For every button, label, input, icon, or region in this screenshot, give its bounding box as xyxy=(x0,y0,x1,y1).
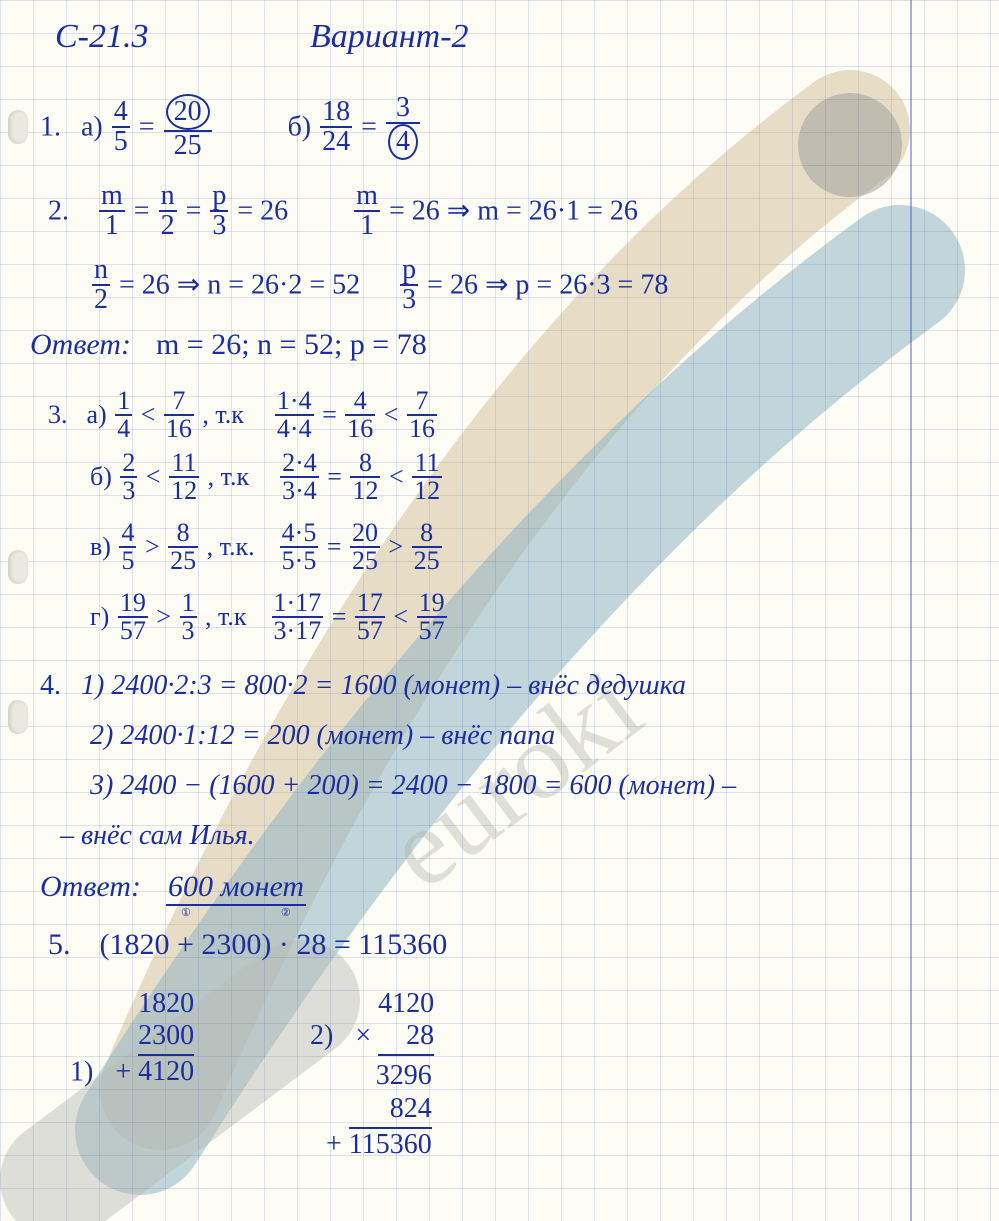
problem-number: 4. xyxy=(40,670,61,701)
subpart-label: а) xyxy=(81,112,103,143)
problem-4-line1: 4. 1) 2400·2:3 = 800·2 = 1600 (монет) – … xyxy=(40,670,686,702)
answer-text: m = 26; n = 52; p = 78 xyxy=(156,328,427,361)
step-marker-icon: ② xyxy=(281,908,291,919)
equals: = xyxy=(322,400,337,429)
worksheet-code: С-21.3 xyxy=(55,18,149,56)
subpart-label: б) xyxy=(288,112,312,143)
problem-4-line3: 3) 2400 − (1600 + 200) = 2400 − 1800 = 6… xyxy=(90,770,736,802)
value: 26 xyxy=(260,195,288,226)
comparison-op: < xyxy=(146,462,161,491)
addend: 2300 xyxy=(138,1020,194,1052)
partial-product: 824 xyxy=(349,1093,432,1125)
problem-2-line1: 2. m1 = n2 = p3 = 26 m1 = 26 ⇒ m = 26·1 … xyxy=(48,184,638,242)
answer-text: 600 монет xyxy=(166,870,306,906)
problem-3a: 3. а) 14 < 716 , т.к 1·44·4 = 416 < 716 xyxy=(48,390,439,444)
problem-2-answer: Ответ: m = 26; n = 52; p = 78 xyxy=(30,328,427,362)
problem-4-line4: – внёс сам Илья. xyxy=(60,820,255,852)
circled-answer: 20 xyxy=(166,94,210,130)
answer-label: Ответ: xyxy=(30,328,131,361)
fraction: 3 4 xyxy=(386,94,420,160)
operator: + xyxy=(177,928,194,961)
comparison-op: > xyxy=(389,532,404,561)
work-step: 1) 2400·2:3 = 800·2 = 1600 (монет) – внё… xyxy=(81,670,686,701)
problem-3d: г) 1957 > 13 , т.к 1·173·17 = 1757 < 195… xyxy=(90,592,449,646)
multiplier: 28 xyxy=(378,1020,434,1052)
partial-product: 3296 xyxy=(349,1060,432,1092)
operator: × xyxy=(355,1020,371,1051)
fraction: 4 5 xyxy=(112,98,130,156)
comparison-op: < xyxy=(393,602,408,631)
comparison-op: < xyxy=(384,400,399,429)
problem-3b: б) 23 < 1112 , т.к 2·43·4 = 812 < 1112 xyxy=(90,452,444,506)
problem-5-col2: 2) × 4120 28 + 3296 824 115360 xyxy=(310,988,434,1161)
subpart-label: в) xyxy=(90,532,111,561)
equals: = xyxy=(139,112,155,143)
operator: · xyxy=(279,928,289,961)
step-marker-icon: ① xyxy=(181,908,191,919)
derivation: = 26 ⇒ n = 26·2 = 52 xyxy=(119,269,360,300)
subpart-label: г) xyxy=(90,602,109,631)
expr-part: 28 = 115360 xyxy=(296,928,447,961)
problem-1: 1. а) 4 5 = 20 25 б) 18 24 = 3 4 xyxy=(40,96,422,162)
problem-2-line2: n2 = 26 ⇒ n = 26·2 = 52 p3 = 26 ⇒ p = 26… xyxy=(90,258,668,316)
sum: 4120 xyxy=(138,1056,194,1088)
step-tag: 2) xyxy=(310,1020,333,1051)
handwritten-content: С-21.3 Вариант-2 1. а) 4 5 = 20 25 б) 18… xyxy=(0,0,999,1221)
problem-3c: в) 45 > 825 , т.к. 4·55·5 = 2025 > 825 xyxy=(90,522,444,576)
because: , т.к xyxy=(205,602,247,631)
equals: = xyxy=(332,602,347,631)
subpart-label: б) xyxy=(90,462,112,491)
problem-4-answer: Ответ: 600 монет xyxy=(40,870,306,906)
expr-part: 2300) xyxy=(201,928,271,961)
expr-part: (1820 xyxy=(100,928,170,961)
derivation: = 26 ⇒ m = 26·1 = 26 xyxy=(389,195,638,226)
because: , т.к. xyxy=(207,532,255,561)
problem-5-expression: 5. (1820 ① + 2300) ② · 28 = 115360 xyxy=(48,928,447,962)
comparison-op: < xyxy=(141,400,156,429)
circled-answer: 4 xyxy=(388,124,418,160)
answer-label: Ответ: xyxy=(40,870,141,903)
multiplicand: 4120 xyxy=(378,988,434,1020)
problem-number: 3. xyxy=(48,400,68,429)
comparison-op: > xyxy=(156,602,171,631)
variant-title: Вариант-2 xyxy=(310,18,469,56)
addend: 1820 xyxy=(138,988,194,1020)
because: , т.к xyxy=(202,400,244,429)
problem-4-line2: 2) 2400·1:12 = 200 (монет) – внёс папа xyxy=(90,720,555,752)
problem-number: 2. xyxy=(48,195,69,226)
equals: = xyxy=(361,112,377,143)
product: 115360 xyxy=(349,1129,432,1161)
problem-number: 1. xyxy=(40,112,61,143)
derivation: = 26 ⇒ p = 26·3 = 78 xyxy=(427,269,668,300)
equals: = xyxy=(327,532,342,561)
fraction: 18 24 xyxy=(320,98,352,156)
comparison-op: < xyxy=(389,462,404,491)
operator: + xyxy=(115,1056,131,1087)
problem-5-col1: 1) + 1820 2300 4120 xyxy=(70,988,194,1089)
because: , т.к xyxy=(208,462,250,491)
subpart-label: а) xyxy=(87,400,107,429)
operator: + xyxy=(326,1129,342,1160)
comparison-op: > xyxy=(145,532,160,561)
fraction: 20 25 xyxy=(164,94,212,160)
equals: = xyxy=(327,462,342,491)
step-tag: 1) xyxy=(70,1056,93,1087)
rule-line xyxy=(378,1054,434,1056)
problem-number: 5. xyxy=(48,928,71,961)
